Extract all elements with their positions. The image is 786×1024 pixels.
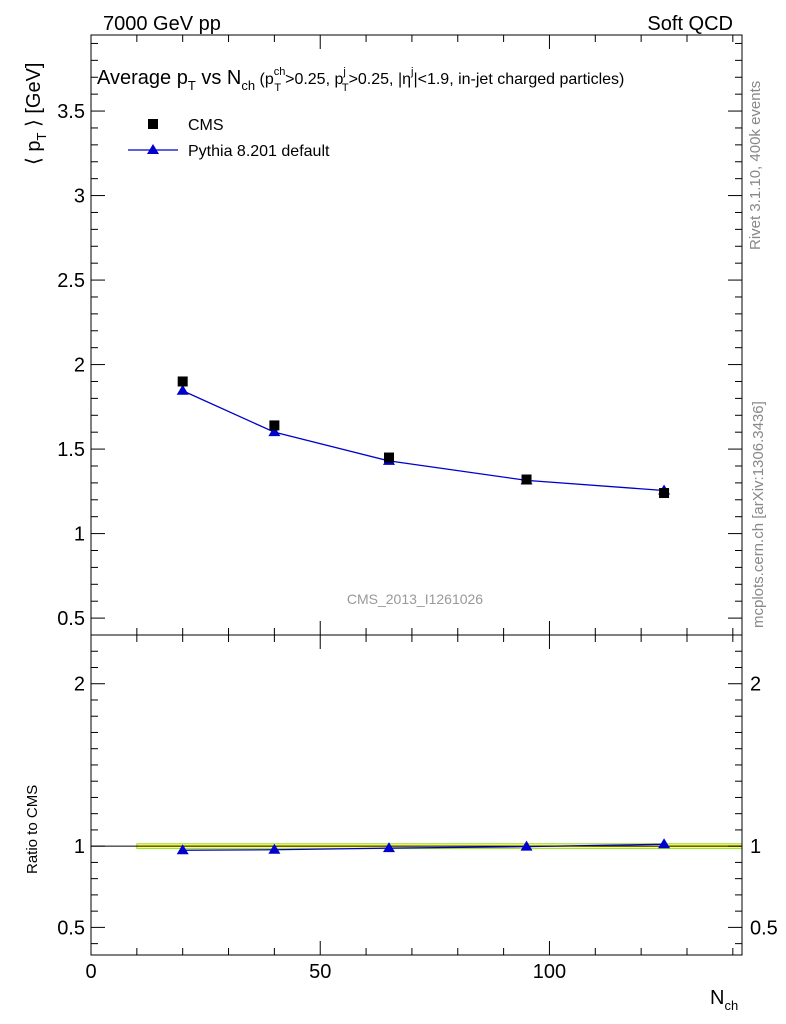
- cms-point: [383, 452, 394, 463]
- ratio-y-tick-label-right: 2: [750, 674, 761, 696]
- cms-point: [269, 420, 280, 431]
- y-tick-label: 1.5: [57, 439, 85, 461]
- mc-main-points: [176, 384, 671, 495]
- mc-point: [268, 426, 281, 437]
- ratio-y-tick-labels: 0.5 1 2: [57, 674, 85, 940]
- legend: CMS Pythia 8.201 default: [128, 117, 330, 160]
- ratio-y-tick-label-right: 1: [750, 836, 761, 858]
- ratio-y-tick-label: 0.5: [57, 917, 85, 939]
- x-tick-label: 0: [85, 961, 96, 983]
- legend-marker-mc: [147, 144, 159, 154]
- y-tick-label: 0.5: [57, 608, 85, 630]
- mc-ratio-point: [520, 840, 533, 851]
- y-tick-label: 2: [74, 355, 85, 377]
- mc-ratio-point: [382, 842, 395, 853]
- y-tick-label: 2.5: [57, 270, 85, 292]
- mc-point: [176, 384, 189, 395]
- main-title: Average pT vs Nch (pch T >0.25, pj T>0.25, …: [97, 66, 624, 94]
- ratio-y-tick-label: 1: [74, 836, 85, 858]
- ratio-y-tick-label: 2: [74, 674, 85, 696]
- y-tick-label: 3.5: [57, 101, 85, 123]
- y-tick-label: 1: [74, 524, 85, 546]
- ratio-axis-ticks: [90, 635, 742, 955]
- mc-main-line: [182, 390, 665, 492]
- x-tick-label: 100: [533, 961, 566, 983]
- ratio-y-tick-label-right: 0.5: [750, 917, 778, 939]
- side-label-bottom: mcplots.cern.ch [arXiv:1306.3436]: [750, 401, 767, 628]
- mc-ratio-point: [268, 843, 281, 854]
- cms-point: [177, 376, 188, 387]
- ratio-panel: 0.5 1 2 0.5 1 2 0 50 100 Ratio to CMS Nch: [24, 634, 778, 1013]
- header-right: Soft QCD: [647, 13, 733, 35]
- y-tick-label: 3: [74, 186, 85, 208]
- x-tick-label: 50: [309, 961, 331, 983]
- mc-ratio-point: [176, 844, 189, 855]
- cms-point: [521, 474, 532, 485]
- ratio-frame: [90, 634, 743, 956]
- legend-marker-cms: [148, 119, 158, 129]
- ratio-y-axis-label: Ratio to CMS: [24, 785, 41, 874]
- header-left: 7000 GeV pp: [103, 13, 221, 35]
- ratio-x-tick-labels: 0 50 100: [85, 961, 566, 983]
- x-axis-label: Nch: [710, 987, 738, 1013]
- legend-label-cms: CMS: [188, 117, 224, 134]
- analysis-watermark: CMS_2013_I1261026: [347, 591, 483, 607]
- main-y-tick-labels: 0.5 1 1.5 2 2.5 3 3.5: [57, 101, 85, 630]
- mc-ratio-points: [176, 838, 671, 855]
- ratio-y-tick-labels-right: 0.5 1 2: [750, 674, 778, 940]
- main-y-axis-label: ⟨ pT ⟩ [GeV]: [23, 63, 49, 166]
- series-mc-ratio: [176, 838, 671, 855]
- series-mc-main: [176, 384, 671, 495]
- side-label-top: Rivet 3.1.10, 400k events: [747, 81, 764, 250]
- main-panel: 0.5 1 1.5 2 2.5 3 3.5 Average pT vs Nch (pch T >…: [23, 34, 743, 636]
- cms-point: [659, 488, 670, 499]
- main-axis-ticks: [90, 35, 742, 635]
- cms-main-points: [177, 376, 670, 499]
- legend-label-mc: Pythia 8.201 default: [188, 143, 330, 160]
- mc-ratio-point: [658, 838, 671, 849]
